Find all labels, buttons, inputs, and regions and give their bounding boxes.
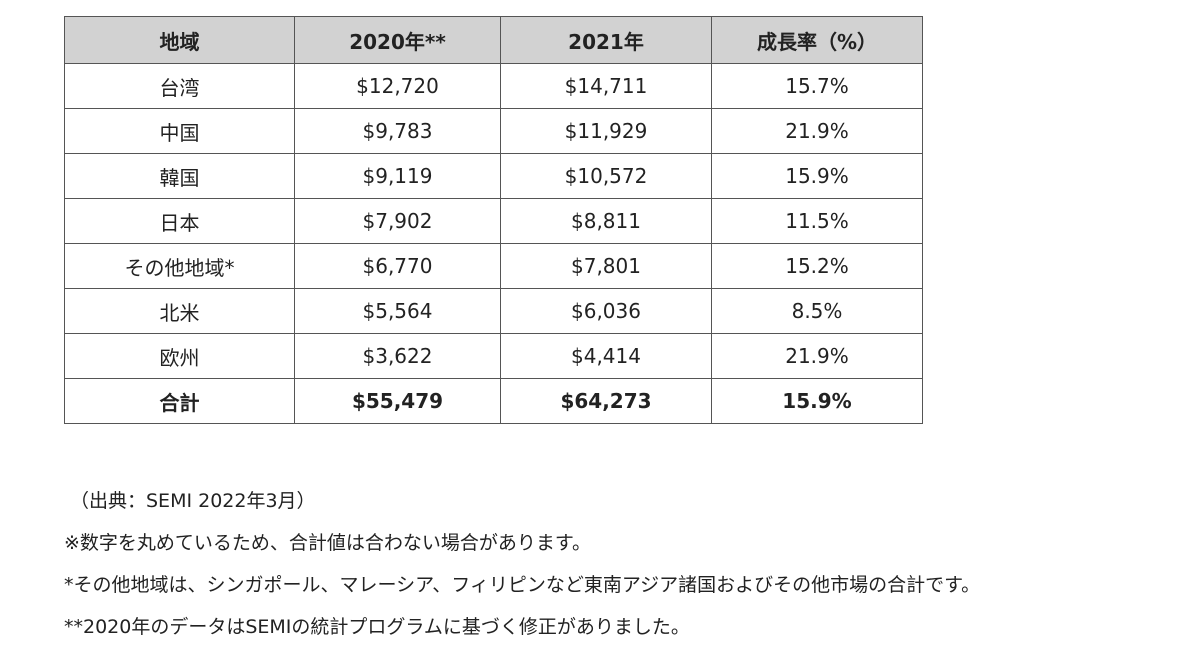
table-row: 欧州 $3,622 $4,414 21.9% xyxy=(64,333,923,379)
cell-2020: $7,902 xyxy=(294,198,501,244)
cell-region: 日本 xyxy=(64,198,295,244)
other-regions-note: *その他地域は、シンガポール、マレーシア、フィリピンなど東南アジア諸国およびその… xyxy=(64,574,981,596)
source-note: （出典：SEMI 2022年3月） xyxy=(70,490,316,512)
total-label: 合計 xyxy=(64,378,295,424)
cell-2020: $6,770 xyxy=(294,243,501,289)
cell-2021: $7,801 xyxy=(500,243,712,289)
header-region: 地域 xyxy=(64,16,295,64)
cell-growth: 11.5% xyxy=(711,198,923,244)
header-growth-rate: 成長率（%） xyxy=(711,16,923,64)
footnotes: （出典：SEMI 2022年3月） ※数字を丸めているため、合計値は合わない場合… xyxy=(64,480,1184,648)
table-header-row: 地域 2020年** 2021年 成長率（%） xyxy=(64,16,923,64)
table-row: その他地域* $6,770 $7,801 15.2% xyxy=(64,243,923,289)
revision-note: **2020年のデータはSEMIの統計プログラムに基づく修正がありました。 xyxy=(64,616,690,638)
semiconductor-equipment-table: 地域 2020年** 2021年 成長率（%） 台湾 $12,720 $14,7… xyxy=(64,16,923,424)
cell-growth: 21.9% xyxy=(711,108,923,154)
cell-region: 北米 xyxy=(64,288,295,334)
header-2020: 2020年** xyxy=(294,16,501,64)
table-row: 北米 $5,564 $6,036 8.5% xyxy=(64,288,923,334)
header-2021: 2021年 xyxy=(500,16,712,64)
table-row: 韓国 $9,119 $10,572 15.9% xyxy=(64,153,923,199)
total-2021: $64,273 xyxy=(500,378,712,424)
rounding-note: ※数字を丸めているため、合計値は合わない場合があります。 xyxy=(64,532,592,554)
cell-growth: 15.2% xyxy=(711,243,923,289)
total-2020: $55,479 xyxy=(294,378,501,424)
table-row: 中国 $9,783 $11,929 21.9% xyxy=(64,108,923,154)
cell-growth: 8.5% xyxy=(711,288,923,334)
cell-2021: $11,929 xyxy=(500,108,712,154)
cell-2020: $9,783 xyxy=(294,108,501,154)
cell-2020: $3,622 xyxy=(294,333,501,379)
table-total-row: 合計 $55,479 $64,273 15.9% xyxy=(64,378,923,424)
cell-2021: $8,811 xyxy=(500,198,712,244)
cell-region: 中国 xyxy=(64,108,295,154)
cell-region: その他地域* xyxy=(64,243,295,289)
total-growth: 15.9% xyxy=(711,378,923,424)
cell-2021: $4,414 xyxy=(500,333,712,379)
cell-2021: $6,036 xyxy=(500,288,712,334)
cell-2020: $5,564 xyxy=(294,288,501,334)
cell-growth: 15.9% xyxy=(711,153,923,199)
cell-region: 台湾 xyxy=(64,63,295,109)
table-row: 日本 $7,902 $8,811 11.5% xyxy=(64,198,923,244)
cell-region: 欧州 xyxy=(64,333,295,379)
cell-2021: $10,572 xyxy=(500,153,712,199)
cell-2021: $14,711 xyxy=(500,63,712,109)
cell-2020: $9,119 xyxy=(294,153,501,199)
cell-2020: $12,720 xyxy=(294,63,501,109)
cell-growth: 21.9% xyxy=(711,333,923,379)
table-row: 台湾 $12,720 $14,711 15.7% xyxy=(64,63,923,109)
cell-region: 韓国 xyxy=(64,153,295,199)
cell-growth: 15.7% xyxy=(711,63,923,109)
